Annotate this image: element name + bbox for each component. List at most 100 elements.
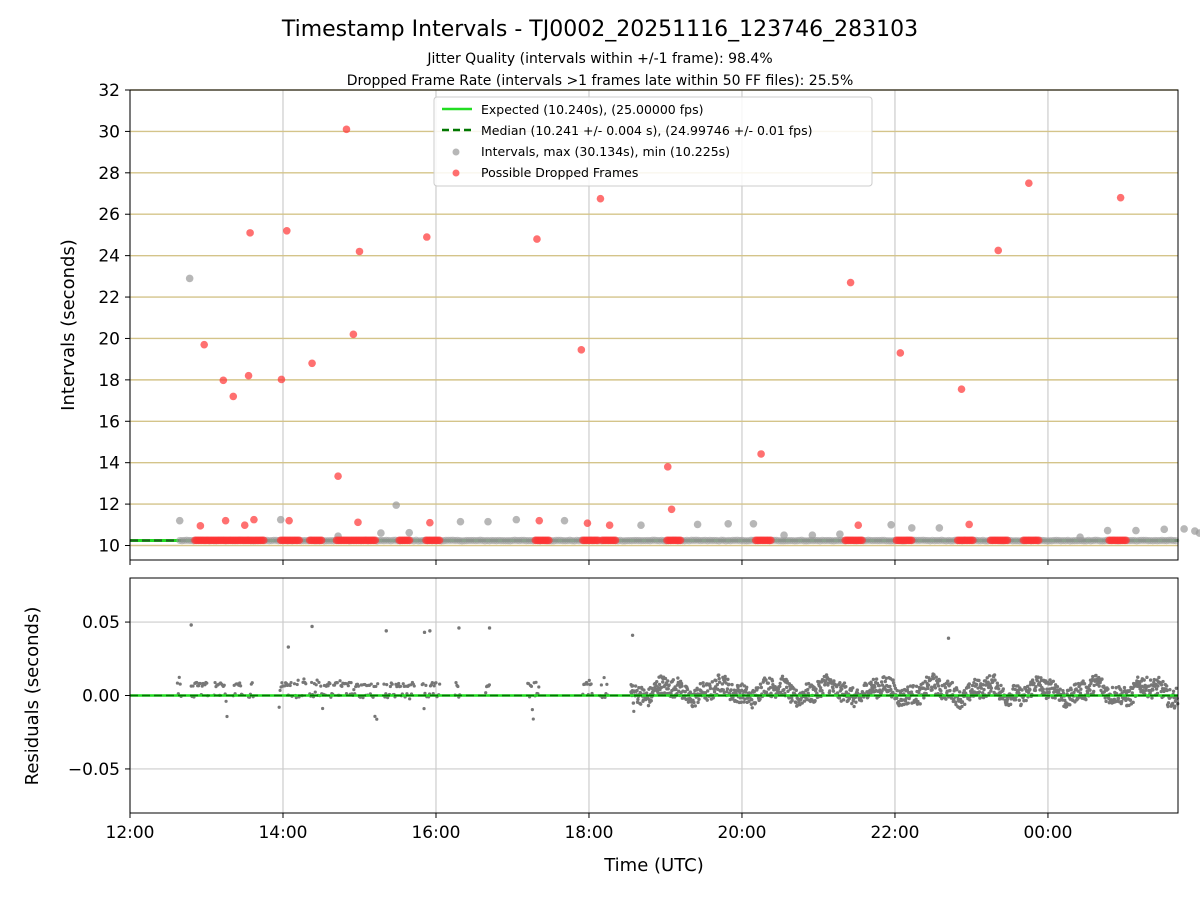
residual-point [697,697,701,702]
residual-point [369,682,373,686]
residual-point [422,630,427,635]
residual-point [1053,696,1057,700]
interval-point [693,520,702,529]
dropped-frame-point [423,233,431,241]
intervals-plot-frame [129,89,1179,561]
residual-point [390,682,394,686]
residual-point [1155,691,1160,696]
residual-point [385,683,389,687]
residual-point [926,683,931,687]
residual-point [356,684,361,688]
residual-point [854,700,858,704]
residual-point [676,676,680,680]
residual-point [1045,687,1049,691]
residual-point [935,681,940,685]
residual-point [790,698,794,703]
residual-point [1097,684,1101,688]
residual-point [717,676,721,681]
residual-point [1152,680,1156,685]
residual-point [895,688,899,693]
residual-point [759,685,764,690]
residual-point [802,699,807,703]
residual-point [1025,684,1030,689]
residual-point [724,681,728,685]
residual-point [750,698,754,702]
dropped-frame-point [577,346,586,354]
interval-point [512,515,521,524]
dropped-frame-point [277,375,286,384]
residual-point [880,683,885,687]
residual-point [1076,689,1080,693]
residual-point [847,696,852,701]
residual-point [198,681,202,686]
residual-point [1094,673,1098,678]
residual-point [895,696,899,700]
residual-point [794,688,798,693]
intervals-y-tick-label: 16 [98,412,120,432]
residual-point [788,687,793,691]
residuals-y-tick-label: 0.05 [82,613,120,633]
residual-point [939,689,943,693]
residual-point [731,696,735,700]
residual-point [189,623,193,627]
residual-point [589,682,593,686]
residual-point [657,682,662,687]
legend: Expected (10.240s), (25.00000 fps) Media… [433,96,873,187]
residual-point [375,717,379,721]
residual-point [944,697,948,701]
residual-point [974,682,979,687]
residual-point [422,707,426,711]
residual-point [929,685,934,689]
residual-point [1069,688,1073,692]
dropped-frame-point [355,247,364,256]
residual-point [837,696,842,700]
residual-point [818,686,823,690]
residual-point [1038,688,1042,692]
residual-point [376,682,380,686]
residual-point [1170,701,1175,706]
residual-point [683,690,687,694]
intervals-y-tick-label: 10 [98,537,120,557]
dropped-frame-point [533,235,541,243]
residual-point [946,679,950,683]
residual-point [896,699,901,704]
dropped-frame-point [957,385,966,393]
x-tick-label: 20:00 [717,823,766,843]
residual-point [883,679,888,684]
residuals-y-tick-label: 0.00 [82,687,120,707]
interval-point [560,516,569,525]
residuals-panel: 0.05 0.00 −0.05 12:00 14:00 16:00 18:00 20:00 2… [22,577,1180,876]
residual-point [922,696,926,700]
residual-point [977,690,982,694]
residual-point [1171,689,1176,694]
intervals-y-tick-label: 28 [98,164,120,184]
residual-point [753,701,758,705]
interval-point [907,524,916,532]
residual-point [831,686,835,691]
interval-point [392,501,401,509]
residual-point [177,675,181,679]
dropped-frame-point [317,536,326,545]
dropped-frame-point [667,505,676,514]
residual-point [349,681,353,685]
residual-point [921,681,925,685]
residual-point [962,689,966,693]
residual-point [283,684,287,688]
residual-point [1142,678,1146,682]
residual-point [855,688,860,692]
residual-point [605,682,609,686]
dropped-frame-point [858,536,866,545]
residual-point [960,700,965,704]
residual-point [987,691,991,696]
residual-point [630,633,635,637]
x-axis-label: Time (UTC) [603,855,704,876]
residual-point [985,676,989,680]
residual-point [786,689,790,693]
residual-point [715,682,720,687]
residual-point [740,682,744,686]
residual-point [780,674,785,678]
residual-point [726,677,730,682]
residual-point [424,683,428,688]
residual-point [823,679,828,683]
